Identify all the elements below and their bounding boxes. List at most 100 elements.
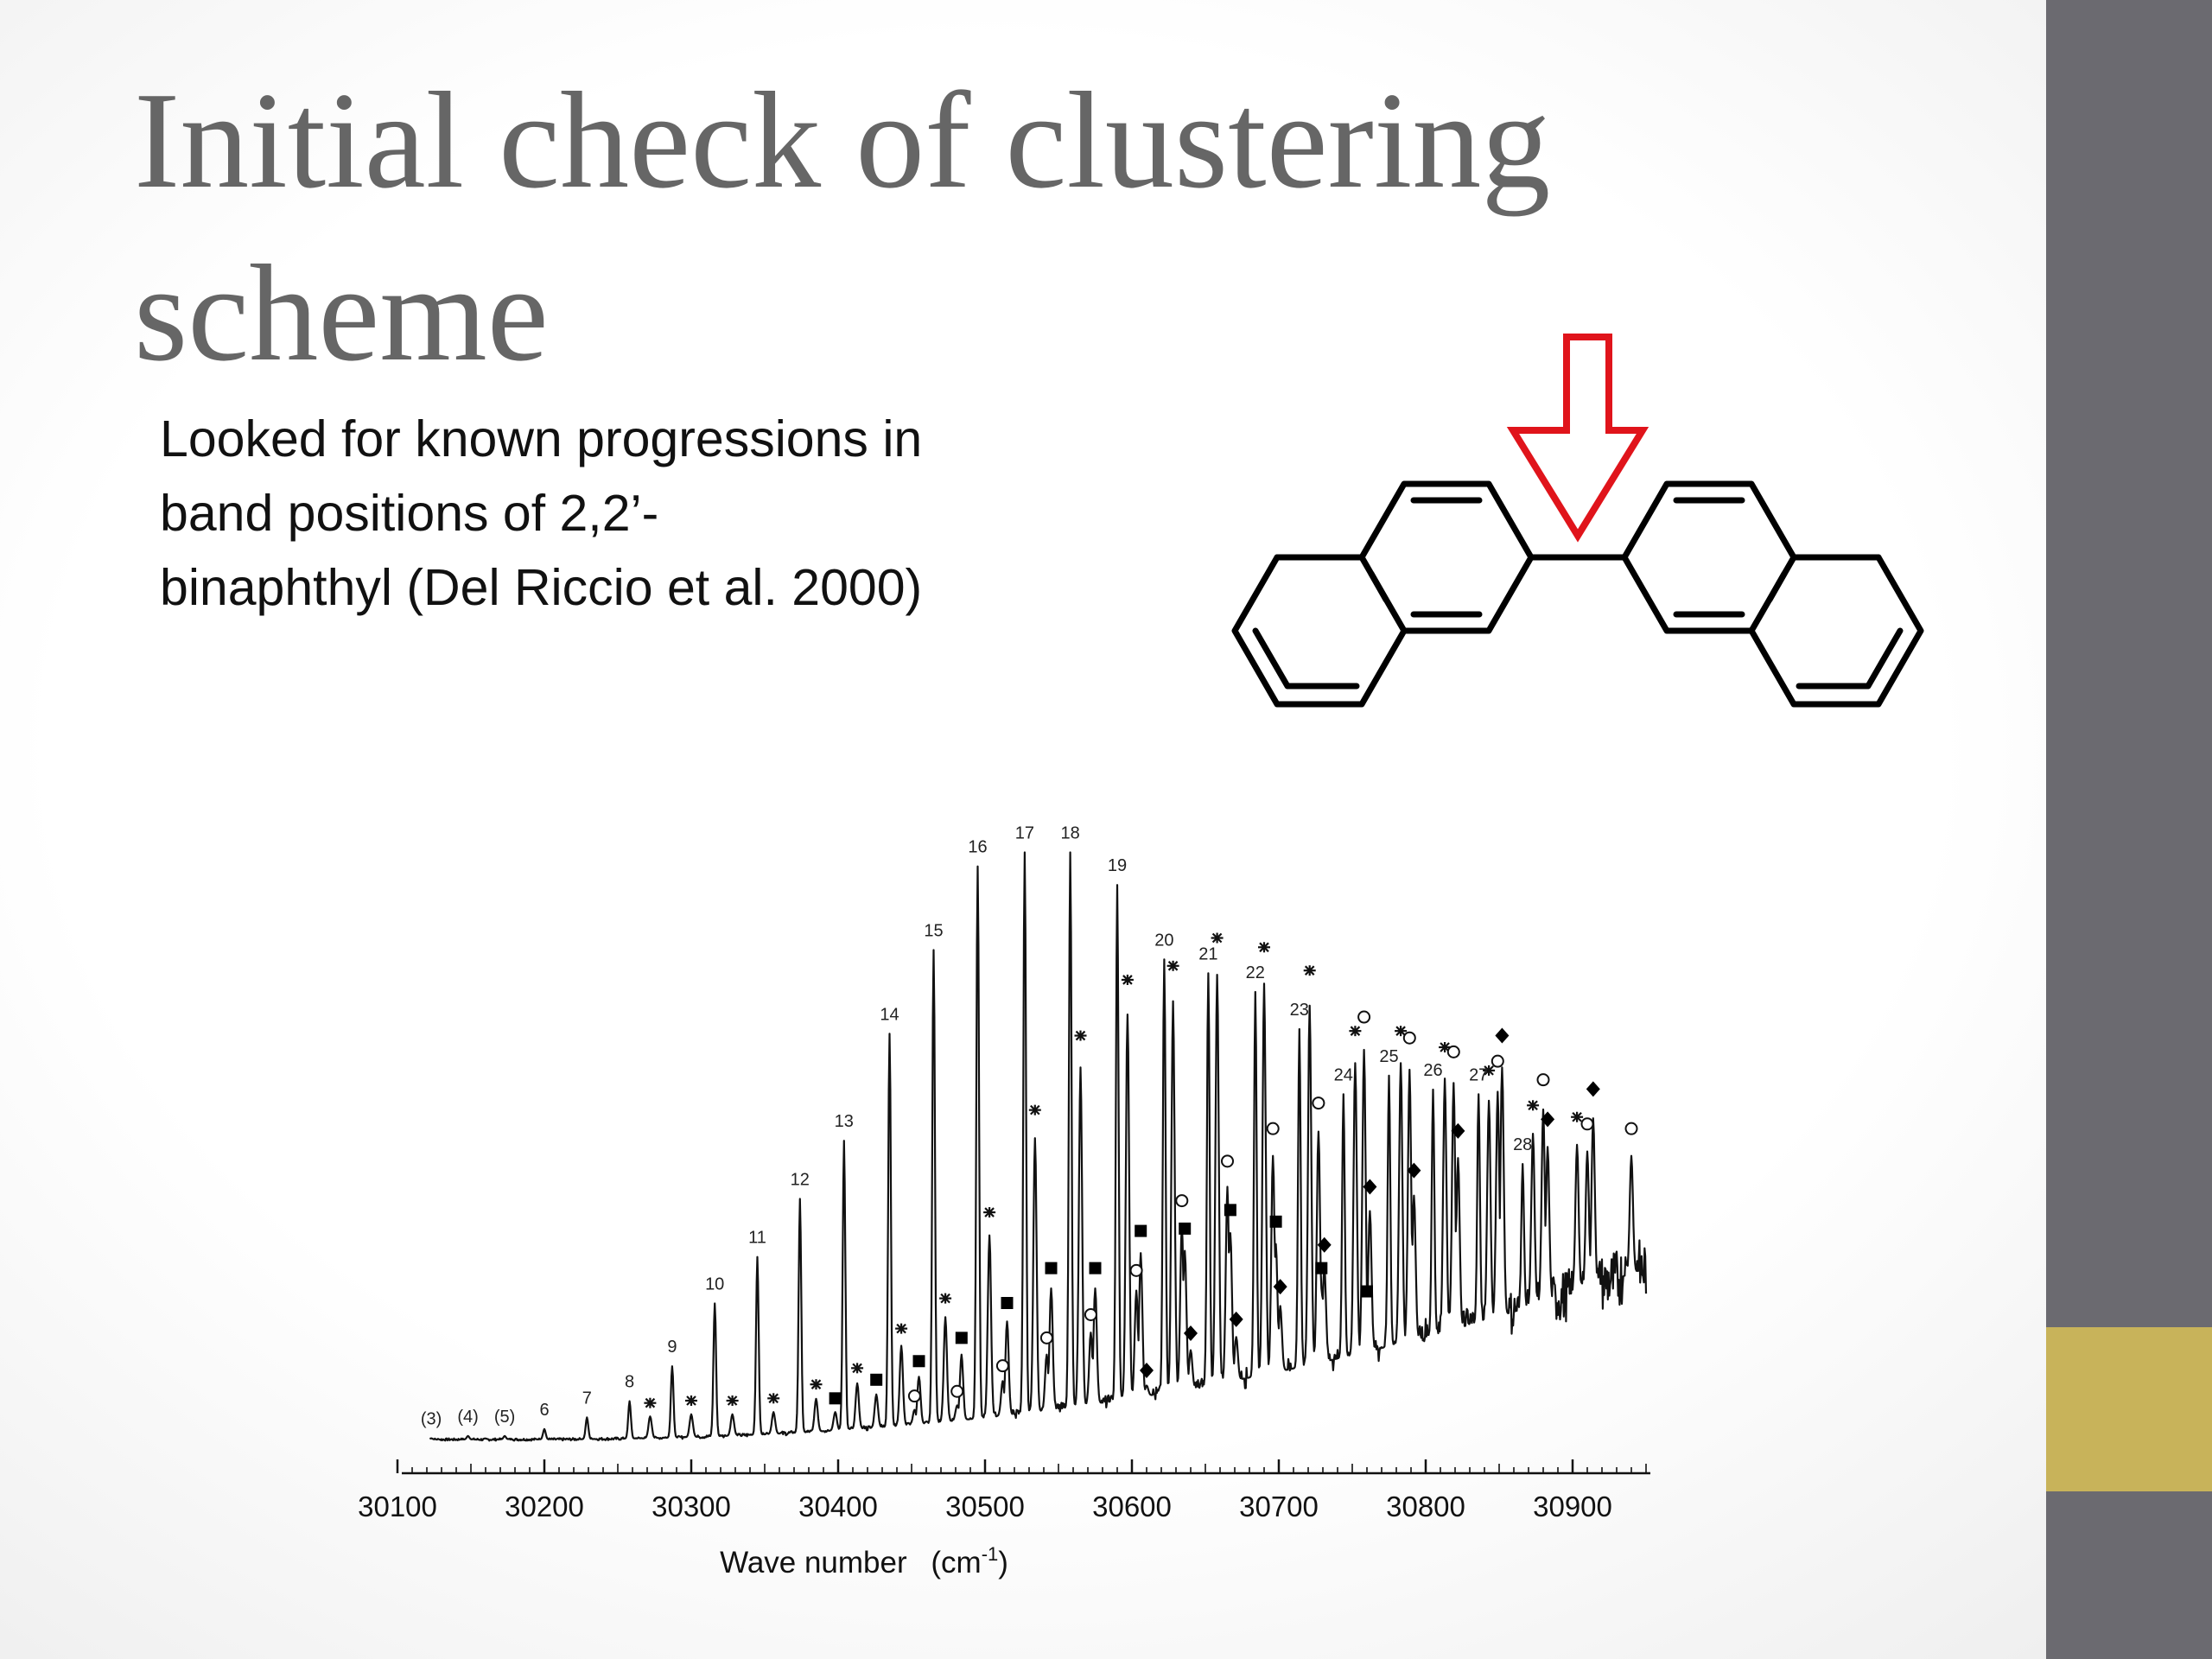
square-marker bbox=[1315, 1262, 1328, 1274]
asterisk-marker bbox=[767, 1393, 780, 1404]
asterisk-marker bbox=[1439, 1042, 1452, 1052]
asterisk-marker bbox=[1028, 1104, 1041, 1116]
asterisk-marker bbox=[851, 1363, 864, 1374]
progression-label: (5) bbox=[494, 1408, 515, 1427]
asterisk-marker bbox=[810, 1379, 823, 1390]
progression-label: 18 bbox=[1060, 824, 1079, 843]
diamond-marker bbox=[1273, 1279, 1287, 1295]
diamond-marker bbox=[1586, 1081, 1600, 1097]
asterisk-marker bbox=[1571, 1111, 1584, 1122]
slide-body-text: Looked for known progressions in band po… bbox=[160, 402, 1076, 625]
sidebar-accent-bar bbox=[2046, 1327, 2212, 1491]
progression-label: 27 bbox=[1469, 1065, 1488, 1084]
x-axis-title-sup: -1 bbox=[982, 1543, 999, 1565]
asterisk-marker bbox=[1349, 1026, 1362, 1037]
square-marker bbox=[1001, 1297, 1014, 1309]
circle-marker bbox=[1039, 1331, 1053, 1344]
progression-label: 15 bbox=[924, 922, 943, 941]
progression-label: 7 bbox=[582, 1389, 592, 1408]
right-naphthalene-double-bonds bbox=[1673, 497, 1904, 690]
progression-label: 22 bbox=[1246, 963, 1265, 982]
asterisk-marker bbox=[685, 1395, 697, 1407]
circle-marker bbox=[1266, 1122, 1280, 1135]
circle-marker bbox=[1129, 1263, 1143, 1277]
slide-title-line-2: scheme bbox=[134, 236, 549, 390]
spectrum-chart: (3) (4) (5) 6 7 8 9 10 11 12 13 14 15 16 17 18 19 20 21 22 2… bbox=[358, 824, 1650, 1580]
progression-label: 14 bbox=[880, 1005, 899, 1024]
progression-label: 26 bbox=[1423, 1061, 1442, 1080]
asterisk-marker bbox=[1395, 1026, 1408, 1037]
circle-marker bbox=[1491, 1054, 1504, 1068]
x-tick-label: 30300 bbox=[652, 1491, 731, 1522]
square-marker bbox=[1135, 1224, 1147, 1237]
asterisk-marker bbox=[726, 1395, 739, 1407]
body-line-3: binaphthyl (Del Riccio et al. 2000) bbox=[160, 559, 923, 616]
circle-marker bbox=[907, 1389, 921, 1403]
progression-label: 17 bbox=[1015, 824, 1034, 843]
circle-marker bbox=[1624, 1122, 1638, 1135]
circle-marker bbox=[1536, 1073, 1550, 1087]
circle-marker bbox=[1402, 1031, 1416, 1045]
x-tick-label: 30200 bbox=[505, 1491, 584, 1522]
circle-marker bbox=[995, 1359, 1009, 1373]
diamond-marker bbox=[1363, 1179, 1377, 1195]
spectrum-trace-layer bbox=[429, 851, 1648, 1442]
diamond-marker bbox=[1541, 1111, 1555, 1128]
binaphthyl-structure-diagram bbox=[1231, 334, 1924, 708]
progression-label-layer: (3) (4) (5) 6 7 8 9 10 11 12 13 14 15 16 17 18 19 20 21 22 2… bbox=[421, 824, 1532, 1429]
progression-label: 12 bbox=[791, 1170, 810, 1189]
progression-label: 16 bbox=[968, 838, 987, 857]
x-tick-label: 30900 bbox=[1533, 1491, 1612, 1522]
progression-label: 11 bbox=[748, 1229, 766, 1248]
asterisk-marker bbox=[1166, 960, 1179, 971]
diamond-marker bbox=[1317, 1236, 1332, 1253]
x-axis-title-unit: (cm bbox=[931, 1546, 981, 1580]
progression-label: 28 bbox=[1513, 1135, 1532, 1154]
asterisk-marker bbox=[1074, 1030, 1087, 1041]
asterisk-marker bbox=[895, 1323, 908, 1334]
progression-label: 19 bbox=[1108, 856, 1127, 875]
progression-label: 21 bbox=[1198, 944, 1217, 963]
asterisk-marker bbox=[983, 1207, 996, 1218]
slide-title: Initial check of clustering scheme bbox=[134, 54, 1776, 399]
square-marker bbox=[912, 1355, 925, 1368]
x-axis-title: Wave number (cm-1) bbox=[720, 1543, 1008, 1580]
x-tick-label: 30500 bbox=[945, 1491, 1025, 1522]
square-marker bbox=[1269, 1215, 1282, 1228]
asterisk-marker bbox=[644, 1397, 657, 1408]
asterisk-marker bbox=[1483, 1065, 1496, 1076]
diamond-marker bbox=[1184, 1325, 1198, 1341]
circle-marker bbox=[1084, 1307, 1097, 1321]
spectrum-trace bbox=[429, 851, 1648, 1442]
progression-label: 13 bbox=[835, 1112, 854, 1131]
diamond-marker bbox=[1451, 1122, 1465, 1139]
x-tick-label: 30100 bbox=[358, 1491, 437, 1522]
progression-label: 20 bbox=[1154, 931, 1173, 950]
square-marker bbox=[829, 1392, 842, 1405]
progression-label: (3) bbox=[421, 1410, 442, 1429]
circle-marker bbox=[1175, 1194, 1189, 1208]
diamond-marker bbox=[1229, 1311, 1243, 1327]
asterisk-marker bbox=[1527, 1100, 1540, 1111]
x-tick-label: 30700 bbox=[1239, 1491, 1319, 1522]
progression-label: (4) bbox=[457, 1408, 478, 1427]
slide-title-line-1: Initial check of clustering bbox=[134, 63, 1551, 217]
square-marker bbox=[1361, 1285, 1373, 1298]
red-arrow bbox=[1506, 334, 1649, 543]
x-tick-label: 30800 bbox=[1386, 1491, 1465, 1522]
diamond-marker bbox=[1407, 1162, 1421, 1179]
progression-label: 25 bbox=[1379, 1047, 1398, 1066]
square-marker bbox=[1224, 1204, 1236, 1217]
square-marker bbox=[1179, 1222, 1192, 1235]
x-axis-title-unit-end: ) bbox=[998, 1546, 1008, 1580]
left-naphthalene-double-bonds bbox=[1252, 497, 1483, 690]
progression-label: 24 bbox=[1334, 1065, 1353, 1084]
asterisk-marker bbox=[939, 1293, 952, 1304]
square-marker bbox=[870, 1373, 883, 1386]
x-tick-label: 30400 bbox=[798, 1491, 878, 1522]
asterisk-marker bbox=[1303, 965, 1316, 976]
body-line-2: band positions of 2,2’- bbox=[160, 485, 659, 542]
asterisk-marker bbox=[1121, 974, 1134, 985]
x-axis: 30100 30200 30300 30400 30500 30600 30700 30800… bbox=[358, 1459, 1650, 1522]
circle-marker bbox=[1312, 1096, 1325, 1110]
